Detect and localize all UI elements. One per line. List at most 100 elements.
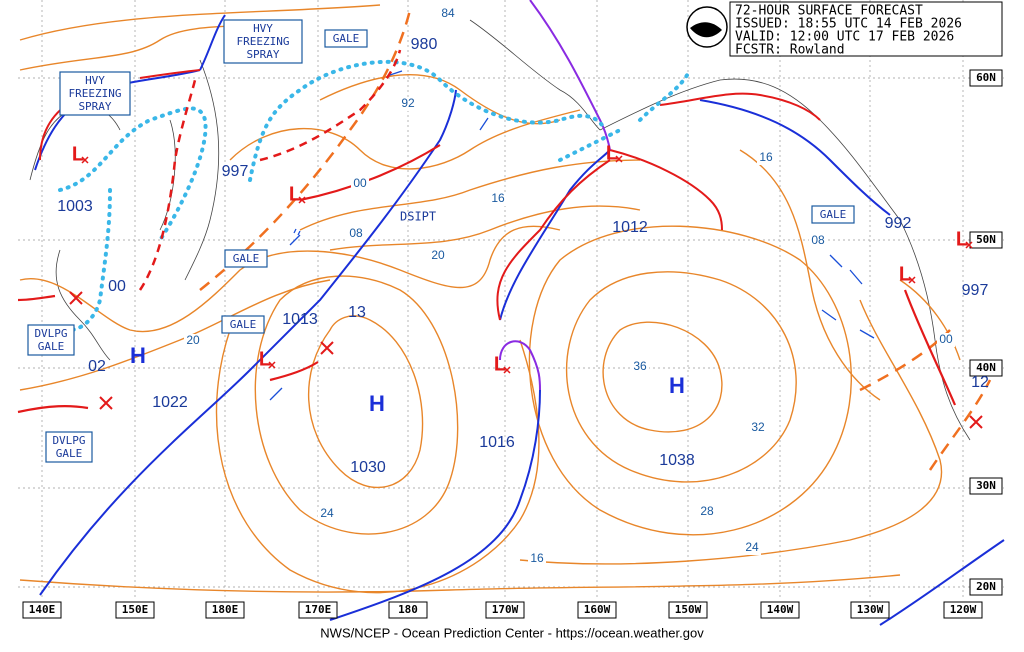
wind-barbs	[269, 70, 875, 401]
longitude-label: 170E	[305, 603, 332, 616]
latitude-box	[969, 359, 1003, 377]
pressure-label: 997	[222, 163, 249, 180]
longitude-box	[760, 601, 800, 619]
isobar-label-bg	[429, 249, 447, 263]
noaa-logo	[686, 6, 728, 48]
isobar-label: 32	[751, 420, 765, 434]
longitude-box	[668, 601, 708, 619]
low-center-x	[268, 361, 276, 369]
latitude-box	[969, 578, 1003, 596]
storm-tracks	[17, 144, 983, 429]
longitude-label: 120W	[950, 603, 977, 616]
warning-box	[59, 71, 131, 116]
warning-box	[324, 29, 368, 48]
low-center-x	[965, 241, 973, 249]
warning-text: FREEZING	[237, 35, 290, 48]
warning-box	[223, 19, 303, 64]
longitude-box	[485, 601, 525, 619]
longitude-label: 150W	[675, 603, 702, 616]
warning-box	[27, 324, 75, 356]
frontogenesis	[138, 79, 197, 291]
isobar-label: 20	[431, 248, 445, 262]
low-pressure-center: L	[259, 348, 271, 370]
warning-text: GALE	[820, 208, 847, 221]
latitude-label: 40N	[976, 361, 996, 374]
isobar-label: 36	[633, 359, 647, 373]
dissipating-note: DSIPT	[400, 210, 436, 224]
isobar-label: 16	[530, 551, 544, 565]
latitude-label: 30N	[976, 479, 996, 492]
isobar-label: 00	[353, 176, 367, 190]
footer: NWS/NCEP - Ocean Prediction Center - htt…	[320, 625, 704, 640]
low-center-x	[81, 156, 89, 164]
pressure-label: 1016	[479, 434, 515, 451]
longitude-label: 170W	[492, 603, 519, 616]
pressure-label: 00	[108, 278, 126, 295]
low-center-x	[908, 276, 916, 284]
longitude-box	[22, 601, 62, 619]
low-pressure-center: L	[494, 353, 506, 375]
low-center-x	[298, 196, 306, 204]
isobar-label: 24	[320, 506, 334, 520]
warning-text: GALE	[38, 340, 65, 353]
isobar-label-bg	[698, 505, 716, 519]
warning-text: DVLPG	[34, 327, 67, 340]
isobar-label-bg	[757, 151, 775, 165]
low-center-x	[615, 155, 623, 163]
pressure-label: 992	[885, 215, 912, 232]
latitude-label: 50N	[976, 233, 996, 246]
low-pressure-center: L	[289, 183, 301, 205]
isobar-label-bg	[937, 333, 955, 347]
pressure-label: 02	[88, 358, 106, 375]
grid	[18, 0, 1004, 598]
isobar-label: 84	[441, 6, 455, 20]
high-pressure-center: H	[130, 343, 146, 368]
warning-text: HVY	[85, 74, 105, 87]
pressure-label: 997	[962, 282, 989, 299]
warning-text: FREEZING	[69, 87, 122, 100]
isobar-label: 16	[491, 191, 505, 205]
longitude-box	[298, 601, 338, 619]
pressure-label: 1013	[282, 311, 318, 328]
header-line: FCSTR: Rowland	[735, 43, 845, 58]
longitude-box	[388, 601, 428, 619]
low-pressure-center: L	[606, 142, 618, 164]
warning-text: GALE	[56, 447, 83, 460]
pressure-label: 1022	[152, 394, 188, 411]
longitude-box	[115, 601, 155, 619]
isobar-label-bg	[318, 507, 336, 521]
header-line: VALID: 12:00 UTC 17 FEB 2026	[735, 30, 954, 45]
isobar-label-bg	[351, 177, 369, 191]
longitude-label: 180	[398, 603, 418, 616]
latitude-box	[969, 69, 1003, 87]
isobar-label-bg	[528, 552, 546, 566]
latitude-box	[969, 231, 1003, 249]
longitude-box	[943, 601, 983, 619]
warning-text: SPRAY	[246, 48, 279, 61]
longitude-label: 140E	[29, 603, 56, 616]
header-box	[729, 1, 1003, 57]
isobar-label: 28	[700, 504, 714, 518]
high-pressure-center: H	[369, 391, 385, 416]
isobar-label-bg	[439, 7, 457, 21]
isobar-label-bg	[184, 334, 202, 348]
isobar-label: 20	[186, 333, 200, 347]
latitude-box	[969, 477, 1003, 495]
isobar-label-bg	[489, 192, 507, 206]
longitude-box	[850, 601, 890, 619]
longitude-label: 140W	[767, 603, 794, 616]
pressure-label: 1003	[57, 198, 93, 215]
warning-box	[221, 315, 265, 334]
longitude-label: 180E	[212, 603, 239, 616]
low-pressure-center: L	[899, 263, 911, 285]
warning-text: HVY	[253, 22, 273, 35]
isobars	[19, 4, 961, 594]
longitude-label: 150E	[122, 603, 149, 616]
pressure-label: 1012	[612, 219, 648, 236]
latitude-label: 60N	[976, 71, 996, 84]
isobar-label: 00	[939, 332, 953, 346]
warning-box	[224, 249, 268, 268]
warning-text: SPRAY	[78, 100, 111, 113]
